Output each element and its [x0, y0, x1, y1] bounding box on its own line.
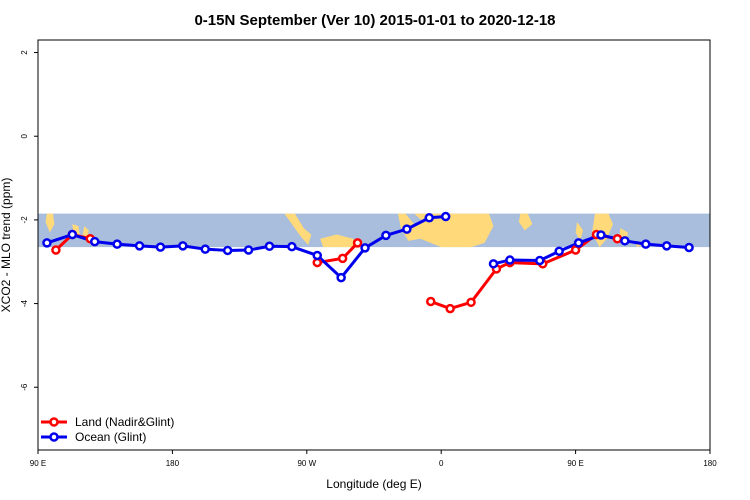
x-tick-label-0: 90 E — [30, 459, 46, 468]
ocean-point-8 — [222, 245, 233, 256]
ocean-point-1 — [67, 229, 78, 240]
map-land-7 — [575, 221, 584, 241]
y-tick-label-1: 0 — [20, 133, 29, 138]
land-point-14 — [612, 233, 623, 244]
ocean-point-17 — [424, 213, 435, 223]
ocean-point-2 — [89, 236, 100, 247]
axes: 90 E 180 90 W 0 90 E 180 2 0 -2 -4 -6 — [20, 50, 717, 468]
land-point-4 — [337, 253, 348, 264]
y-tick-label-3: -4 — [20, 299, 29, 307]
y-tick-label-4: -6 — [20, 383, 29, 391]
ocean-point-26 — [641, 239, 651, 249]
y-axis-label: XCO2 - MLO trend (ppm) — [0, 178, 13, 313]
land-point-5 — [352, 238, 363, 248]
land-point-7 — [445, 303, 455, 314]
land-point-0 — [51, 245, 61, 255]
ocean-point-21 — [535, 255, 545, 266]
map-land-0 — [45, 213, 55, 233]
y-tick-label-2: -2 — [20, 216, 29, 224]
x-tick-label-5: 180 — [703, 459, 717, 468]
map-land-3 — [284, 213, 312, 245]
ocean-point-7 — [200, 244, 211, 254]
ocean-point-25 — [620, 236, 630, 246]
chart-title: 0-15N September (Ver 10) 2015-01-01 to 2… — [194, 12, 555, 29]
ocean-point-22 — [554, 246, 564, 257]
x-tick-label-2: 90 W — [297, 459, 316, 468]
map-land-5 — [397, 213, 494, 248]
ocean-point-10 — [264, 241, 275, 252]
y-tick-label-0: 2 — [20, 50, 29, 55]
series-layer — [42, 211, 694, 314]
ocean-point-9 — [243, 245, 254, 255]
ocean-point-3 — [112, 239, 122, 249]
ocean-point-16 — [402, 224, 412, 234]
ocean-point-13 — [336, 272, 346, 283]
ocean-point-19 — [488, 259, 499, 269]
legend-land-marker — [49, 417, 59, 427]
plot-frame — [37, 39, 711, 451]
legend-ocean-marker — [49, 432, 59, 442]
ocean-point-4 — [134, 241, 145, 251]
ocean-point-5 — [155, 242, 166, 252]
ocean-point-20 — [505, 255, 515, 265]
legend-land-label: Land (Nadir&Glint) — [75, 415, 174, 429]
map-land-6 — [518, 213, 533, 231]
ocean-line-1 — [493, 233, 690, 266]
map-land-4 — [320, 234, 361, 248]
land-point-6 — [425, 296, 436, 307]
legend-ocean-label: Ocean (Glint) — [75, 430, 146, 444]
x-tick-label-1: 180 — [166, 459, 180, 468]
x-tick-label-3: 0 — [439, 459, 444, 468]
ocean-point-24 — [596, 230, 606, 240]
ocean-point-28 — [684, 242, 694, 253]
legend: Land (Nadir&Glint) Ocean (Glint) — [41, 415, 174, 444]
ocean-point-23 — [573, 238, 584, 248]
ocean-point-27 — [661, 241, 672, 251]
ocean-point-12 — [312, 250, 323, 261]
land-point-8 — [466, 297, 476, 308]
ocean-point-0 — [42, 238, 52, 248]
ocean-point-15 — [381, 230, 391, 241]
ocean-point-14 — [360, 243, 370, 253]
x-axis-label: Longitude (deg E) — [326, 477, 421, 491]
ocean-point-6 — [178, 241, 188, 251]
ocean-point-11 — [287, 241, 297, 252]
ocean-point-18 — [440, 211, 451, 222]
x-tick-label-4: 90 E — [567, 459, 583, 468]
